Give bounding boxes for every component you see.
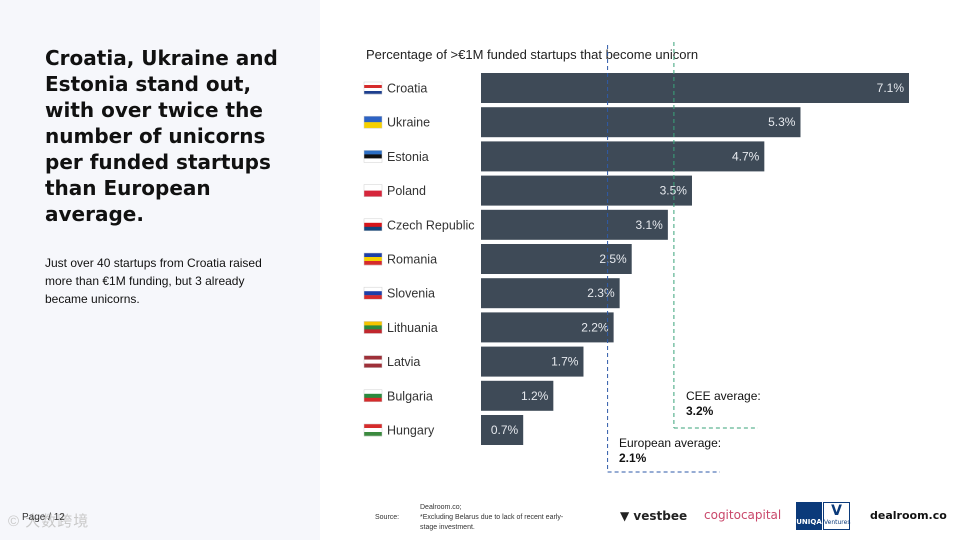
value-label-6: 2.5% xyxy=(599,252,627,266)
european-average-value: 2.1% xyxy=(619,451,647,465)
uniqa-logo-box: UNIQA xyxy=(796,502,822,530)
chart-title: Percentage of >€1M funded startups that … xyxy=(366,47,699,62)
source-line-2: *Excluding Belarus due to lack of recent… xyxy=(420,514,564,531)
subtext: Just over 40 startups from Croatia raise… xyxy=(45,256,262,306)
country-label-3: Estonia xyxy=(387,150,429,164)
bar-10 xyxy=(481,380,554,411)
source-text: Dealroom.co; *Excluding Belarus due to l… xyxy=(420,503,570,533)
bar-7 xyxy=(481,278,620,309)
page-number: Page / 12 xyxy=(22,512,65,523)
flag-icon-2 xyxy=(363,115,383,129)
bar-4 xyxy=(481,175,692,206)
country-label-1: Croatia xyxy=(387,82,427,96)
european-average-name: European average: xyxy=(619,436,721,450)
source-label: Source: xyxy=(375,514,400,521)
bar-1 xyxy=(481,73,909,103)
country-label-5: Czech Republic xyxy=(387,218,475,232)
bar-9 xyxy=(481,346,584,377)
country-label-8: Lithuania xyxy=(387,321,438,335)
bar-6 xyxy=(481,244,632,274)
flag-icon-5 xyxy=(363,218,383,232)
value-label-1: 7.1% xyxy=(877,81,905,95)
left-panel xyxy=(0,0,320,540)
flag-icon-10 xyxy=(363,389,383,403)
flag-icon-7 xyxy=(363,286,383,300)
flag-icon-1 xyxy=(363,81,383,95)
cee-average-name: CEE average: xyxy=(686,389,761,403)
value-label-2: 5.3% xyxy=(768,115,796,129)
value-label-7: 2.3% xyxy=(587,286,615,300)
bar-8 xyxy=(481,312,614,343)
value-label-3: 4.7% xyxy=(732,149,760,163)
uniqa-ventures-text: Ventures xyxy=(824,519,851,526)
flag-icon-4 xyxy=(363,184,383,197)
flag-icon-3 xyxy=(363,150,383,163)
bar-11 xyxy=(481,415,524,445)
watermark: © 大数跨境 xyxy=(8,513,90,530)
value-label-9: 1.7% xyxy=(551,355,579,369)
country-label-2: Ukraine xyxy=(387,116,430,130)
flag-icon-8 xyxy=(363,321,383,334)
country-label-9: Latvia xyxy=(387,355,420,369)
bar-3 xyxy=(481,141,765,172)
country-label-11: Hungary xyxy=(387,424,435,438)
flag-icon-11 xyxy=(363,423,383,437)
vestbee-logo-text: vestbee xyxy=(633,509,688,523)
country-label-7: Slovenia xyxy=(387,287,435,301)
bar-2 xyxy=(481,107,801,138)
country-label-10: Bulgaria xyxy=(387,389,433,403)
headline: Croatia, Ukraine and Estonia stand out, … xyxy=(45,46,278,226)
uniqa-v-mark: V xyxy=(831,503,842,519)
cee-average-value: 3.2% xyxy=(686,404,714,418)
flag-icon-6 xyxy=(363,252,383,266)
bar-5 xyxy=(481,209,668,240)
country-label-6: Romania xyxy=(387,253,437,267)
source-line-1: Dealroom.co; xyxy=(420,504,462,511)
dealroom-logo: dealroom.co xyxy=(870,509,947,522)
vestbee-logo: ▼ vestbee xyxy=(620,509,688,523)
cogito-capital-logo: cogitocapital xyxy=(704,508,782,522)
flag-icon-9 xyxy=(363,355,383,368)
value-label-8: 2.2% xyxy=(581,320,609,334)
value-label-10: 1.2% xyxy=(521,389,549,403)
value-label-11: 0.7% xyxy=(491,423,519,437)
uniqa-ventures-logo: UNIQA V Ventures xyxy=(796,502,850,530)
uniqa-ventures-box: V Ventures xyxy=(823,502,850,530)
value-label-5: 3.1% xyxy=(636,218,664,232)
country-label-4: Poland xyxy=(387,184,426,198)
